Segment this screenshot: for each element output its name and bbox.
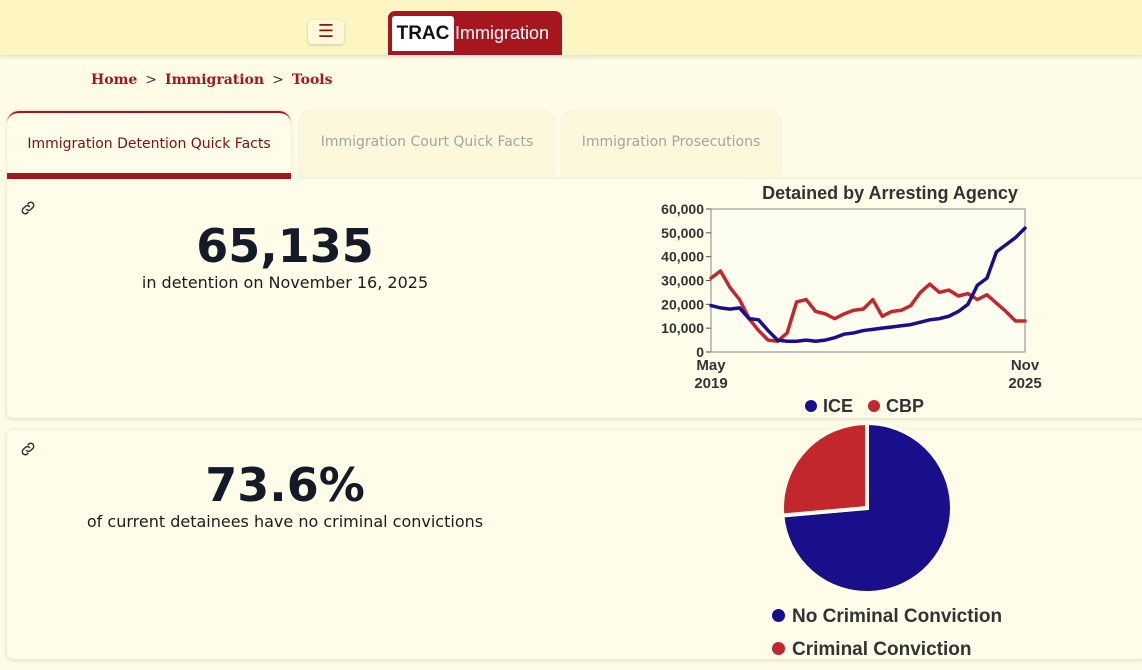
tab-immigration-court-quick-facts[interactable]: Immigration Court Quick Facts	[300, 111, 554, 175]
y-tick-label: 60,000	[661, 201, 704, 217]
breadcrumb-separator: >	[272, 72, 284, 88]
quick-facts-tabs: Immigration Detention Quick Facts Immigr…	[7, 111, 1142, 179]
y-tick-label: 40,000	[661, 249, 704, 265]
y-tick-label: 30,000	[661, 273, 704, 289]
legend-item-conviction: Criminal Conviction	[772, 633, 1002, 666]
tab-immigration-detention-quick-facts[interactable]: Immigration Detention Quick Facts	[7, 111, 291, 179]
logo-immigration: Immigration	[455, 23, 550, 43]
logo-trac: TRAC	[392, 16, 454, 51]
legend-ice-dot	[805, 400, 817, 412]
conviction-pie-chart	[780, 420, 954, 595]
chart-series	[709, 226, 1027, 344]
y-tick-label: 50,000	[661, 225, 704, 241]
x-tick-label-month: Nov	[1011, 357, 1040, 374]
detention-count-label: in detention on November 16, 2025	[141, 273, 429, 292]
breadcrumb-tools[interactable]: Tools	[291, 72, 333, 88]
pie-legend: No Criminal Conviction Criminal Convicti…	[772, 600, 1002, 666]
trac-immigration-logo[interactable]: TRAC Immigration	[388, 11, 562, 55]
legend-ice-label: ICE	[823, 396, 854, 416]
breadcrumb-immigration[interactable]: Immigration	[165, 72, 265, 88]
no-conviction-percent: 73.6%	[205, 458, 365, 512]
criminal-conviction-card: 73.6% of current detainees have no crimi…	[7, 420, 1142, 660]
x-tick-label-year: 2019	[694, 375, 727, 392]
x-tick-label-month: May	[696, 357, 726, 374]
y-axis: 0 10,000 20,000 30,000 40,000 50,000 60,000	[661, 201, 711, 360]
detained-by-agency-chart: Detained by Arresting Agency 0 10,000 20,0…	[661, 183, 1042, 392]
legend-label-no-conviction: No Criminal Conviction	[792, 606, 1003, 627]
legend-cbp-label: CBP	[886, 396, 925, 416]
tab-immigration-prosecutions[interactable]: Immigration Prosecutions	[562, 111, 780, 175]
breadcrumb-separator: >	[145, 72, 158, 88]
breadcrumb: Home > Immigration > Tools	[91, 72, 333, 88]
hamburger-icon[interactable]: ☰	[308, 20, 344, 44]
y-tick-label: 10,000	[661, 320, 704, 336]
plot-area	[710, 208, 1026, 353]
pie-slice-criminal-conviction[interactable]	[780, 420, 869, 518]
tab-label: Immigration Detention Quick Facts	[27, 136, 271, 152]
active-tab-indicator	[7, 173, 291, 179]
legend-dot-no-conviction	[772, 609, 785, 622]
chart-title: Detained by Arresting Agency	[762, 183, 1018, 203]
tab-label: Immigration Court Quick Facts	[320, 134, 534, 150]
breadcrumb-home[interactable]: Home	[91, 72, 138, 88]
top-bar: ☰ TRAC Immigration	[0, 0, 1142, 55]
no-conviction-label: of current detainees have no criminal co…	[86, 512, 484, 531]
legend-item-no-conviction: No Criminal Conviction	[772, 600, 1002, 633]
x-tick-label-year: 2025	[1008, 375, 1041, 392]
line-chart-legend: ICE CBP	[805, 396, 924, 420]
legend-dot-conviction	[772, 642, 785, 655]
link-icon[interactable]	[19, 440, 37, 458]
series-line-ice	[709, 226, 1027, 344]
detention-count-value: 65,135	[196, 219, 374, 273]
legend-cbp-dot	[868, 400, 881, 412]
tab-label: Immigration Prosecutions	[581, 134, 761, 150]
legend-label-conviction: Criminal Conviction	[792, 639, 972, 660]
y-tick-label: 0	[696, 344, 704, 360]
detention-count-card: 65,135 in detention on November 16, 2025…	[7, 179, 1142, 418]
link-icon[interactable]	[19, 199, 37, 217]
y-tick-label: 20,000	[661, 296, 704, 312]
